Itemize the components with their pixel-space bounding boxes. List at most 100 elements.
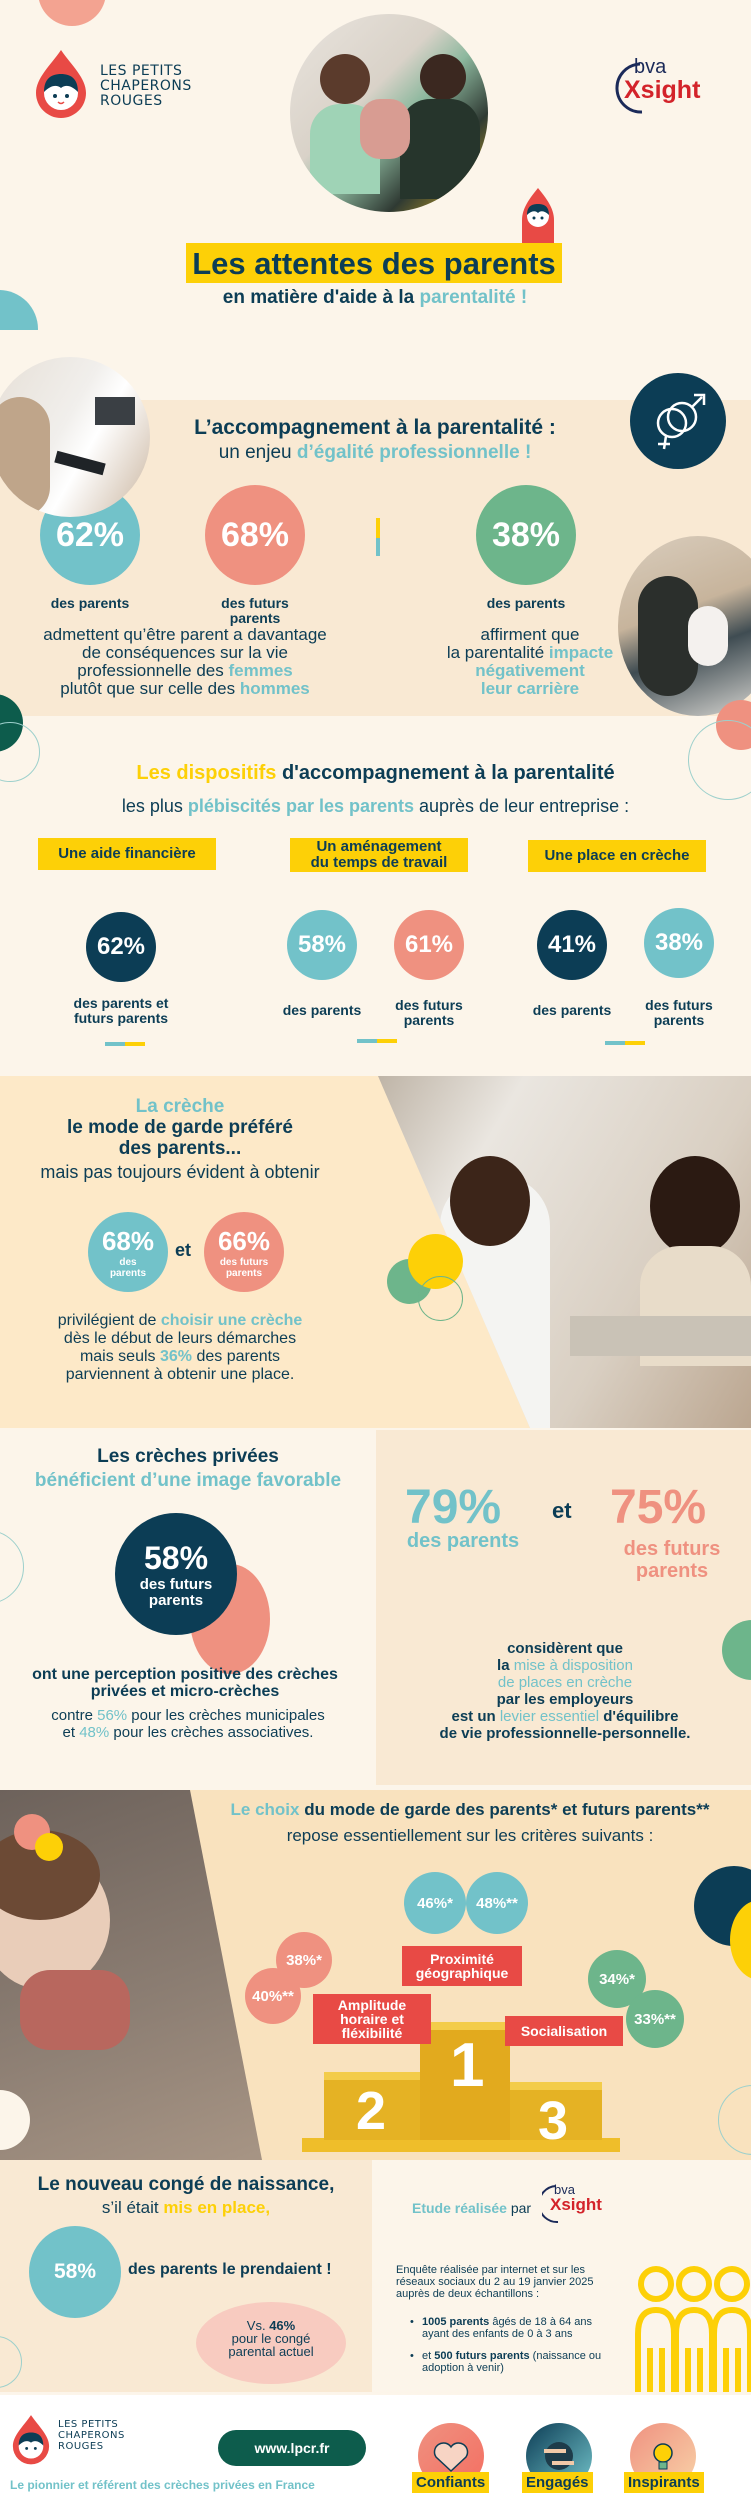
- stat-value: 66%: [217, 1225, 271, 1256]
- text-line: Vs. 46%: [196, 2319, 346, 2332]
- creche-text: privilégient de choisir une crèche dès l…: [20, 1312, 340, 1384]
- mascot-icon: [522, 188, 554, 246]
- text-highlight: impacte: [548, 643, 614, 662]
- title-line: des parents...: [118, 1138, 242, 1159]
- study-bullet: • 1005 parents âgés de 18 à 64 ans ayant …: [410, 2316, 620, 2340]
- gender-equality-badge: [630, 373, 726, 469]
- text-part: contre: [51, 1707, 98, 1724]
- text-part: pour les crèches associatives.: [109, 1724, 314, 1741]
- footer-tagline: Le pionnier et référent des crèches priv…: [10, 2478, 315, 2492]
- footer-logo[interactable]: LES PETITS CHAPERONS ROUGES: [10, 2411, 130, 2471]
- logo-line: ROUGES: [100, 93, 163, 109]
- leave-title: Le nouveau congé de naissance,: [37, 2174, 335, 2195]
- creche-title: La crèche le mode de garde préféré des p…: [20, 1096, 340, 1159]
- photo-figure: [54, 450, 106, 476]
- stat-label: des parents: [282, 1002, 362, 1018]
- stat-label: des futurs parents: [623, 1538, 721, 1582]
- partner-logo-small[interactable]: bva Xsight: [542, 2182, 622, 2224]
- stat-value: 62%: [96, 933, 146, 960]
- divider-bar: [105, 1042, 145, 1046]
- stat-value: 61%: [404, 931, 454, 958]
- text-highlight: mise à disposition: [513, 1657, 633, 1674]
- device-label-creche: Une place en crèche: [528, 840, 706, 872]
- divider-bar: [605, 1041, 645, 1045]
- text-line: contre 56% pour les crèches municipales: [10, 1707, 366, 1724]
- title-rest: du mode de garde des parents* et futurs …: [299, 1800, 710, 1819]
- stat-value: 41%: [547, 931, 597, 958]
- title-highlight: [186, 243, 562, 283]
- text-line: est un levier essentiel d'équilibre: [410, 1708, 720, 1725]
- text-part: privilégient de: [57, 1312, 161, 1329]
- text-part: et: [62, 1724, 80, 1741]
- stat-label: des futurs parents: [221, 595, 289, 626]
- photo-figure: [400, 99, 480, 199]
- stat-circle-58: 58%: [29, 2226, 121, 2318]
- photo-figure: [95, 397, 135, 425]
- stat-label: des parents: [406, 1530, 520, 1552]
- divider: [376, 538, 380, 556]
- header: LES PETITS CHAPERONS ROUGES bva Xsight L…: [0, 0, 751, 368]
- text-line: dès le début de leurs démarches: [63, 1330, 297, 1347]
- text-highlight: femmes: [228, 661, 293, 680]
- family-photo: [290, 14, 488, 212]
- private-subtitle: bénéficient d’une image favorable: [34, 1470, 342, 1491]
- text-part: est un: [451, 1708, 500, 1725]
- subtitle-prefix: s’il était: [101, 2198, 164, 2217]
- text-line: professionnelle des femmes: [20, 662, 350, 680]
- stat-value: 58%: [297, 931, 347, 958]
- website-button[interactable]: www.lpcr.fr: [218, 2430, 366, 2466]
- text-highlight: 56%: [97, 1707, 128, 1724]
- creche-section: La crèche le mode de garde préféré des p…: [0, 1076, 751, 1428]
- label-rest: par: [506, 2200, 532, 2216]
- partner-logo[interactable]: bva Xsight: [612, 56, 722, 116]
- leave-subtitle: s’il était mis en place,: [0, 2198, 372, 2218]
- birth-leave-section: Le nouveau congé de naissance, s’il étai…: [0, 2160, 372, 2392]
- device-label-financial: Une aide financière: [38, 838, 216, 870]
- text-line: mais seuls 36% des parents: [20, 1348, 340, 1366]
- partner-logo-top: bva: [634, 56, 667, 78]
- stat-value: 38%: [654, 929, 704, 956]
- stat-value: 38%: [491, 515, 561, 554]
- equality-title: L’accompagnement à la parentalité :: [194, 416, 556, 439]
- leave-comparison-bubble: Vs. 46% pour le congé parental actuel: [196, 2302, 346, 2384]
- study-description: Enquête réalisée par internet et sur les…: [396, 2264, 594, 2300]
- text-part: pour les crèches municipales: [127, 1707, 325, 1724]
- stat-circle-61: 61%: [394, 910, 464, 980]
- title-highlight: La crèche: [135, 1096, 225, 1117]
- decor-circle: [730, 1900, 751, 1980]
- private-right-text: considèrent que la mise à disposition de…: [410, 1640, 720, 1742]
- subtitle-prefix: les plus: [121, 796, 188, 816]
- divider-bar: [357, 1039, 397, 1043]
- little-red-hood-logo-icon: [36, 50, 86, 118]
- stat-75: 75%: [610, 1481, 707, 1534]
- stat-label: des futurs parents: [139, 1575, 213, 1609]
- little-red-hood-logo-icon: [12, 2415, 50, 2465]
- subtitle-prefix: en matière d'aide à la: [222, 287, 420, 308]
- text-line: privilégient de choisir une crèche: [20, 1312, 340, 1330]
- text-part: des parents: [192, 1348, 281, 1365]
- bullet-rest: (naissance ou adoption à venir): [422, 2350, 602, 2374]
- text-line: la mise à disposition: [410, 1657, 720, 1674]
- bullet-icon: •: [410, 2350, 414, 2362]
- creche-subtitle: mais pas toujours évident à obtenir: [40, 1162, 320, 1182]
- photo-figure: [0, 397, 50, 517]
- text-line: parviennent à obtenir une place.: [65, 1366, 295, 1383]
- title-highlight: Le choix: [230, 1800, 300, 1819]
- text-highlight: 36%: [159, 1348, 192, 1365]
- brand-logo[interactable]: LES PETITS CHAPERONS ROUGES: [32, 48, 192, 128]
- stat-circle-38: 38%: [644, 908, 714, 978]
- logo-line: LES PETITS: [100, 63, 183, 79]
- title-line: le mode de garde préféré: [67, 1117, 293, 1138]
- heart-handshake-icon: [433, 2442, 469, 2473]
- devices-subtitle: les plus plébiscités par les parents aup…: [60, 796, 691, 817]
- value-label: Inspirants: [624, 2472, 704, 2493]
- criteria-section: Le choix du mode de garde des parents* e…: [0, 1790, 751, 2160]
- page-subtitle: en matière d'aide à la parentalité !: [150, 287, 600, 309]
- text-highlight: 46%: [269, 2318, 296, 2333]
- decor-circle: [35, 1833, 63, 1861]
- bullet-bold: 1005 parents: [422, 2316, 490, 2328]
- podium-step-1: [420, 2022, 510, 2140]
- text-highlight: choisir une crèche: [160, 1312, 303, 1329]
- subtitle-highlight: parentalité !: [419, 287, 528, 308]
- hug-globe-icon: [544, 2442, 574, 2470]
